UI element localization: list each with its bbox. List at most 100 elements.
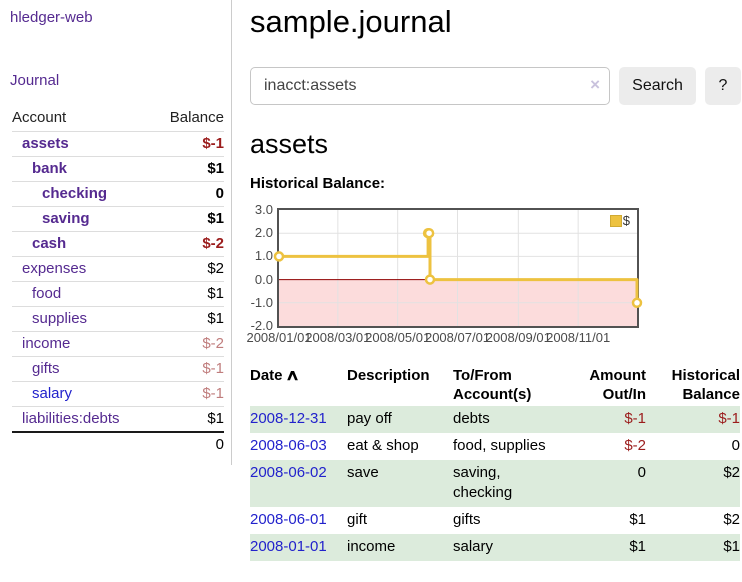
account-balance: $-2 xyxy=(202,335,224,352)
account-balance: $1 xyxy=(207,285,224,302)
search-input[interactable] xyxy=(250,67,610,105)
account-balance: $-1 xyxy=(202,385,224,402)
account-link-liabilities-debts[interactable]: liabilities:debts xyxy=(22,410,120,427)
transaction-description: gift xyxy=(347,511,368,528)
transaction-description: pay off xyxy=(347,410,392,427)
x-axis-tick-label: 2008/05/01 xyxy=(365,330,431,345)
y-axis-tick-label: 3.0 xyxy=(254,202,273,217)
sidebar: hledger-web Journal Account Balance asse… xyxy=(0,0,232,465)
x-axis-tick-label: 2008/11/01 xyxy=(546,330,611,345)
accounts-header-account: Account xyxy=(12,109,67,126)
transaction-amount: $-2 xyxy=(624,437,646,454)
account-row: expenses $2 xyxy=(12,256,224,282)
register-header-balance: Historical Balance xyxy=(671,367,740,403)
transaction-amount: 0 xyxy=(637,464,646,481)
help-button[interactable]: ? xyxy=(705,67,741,105)
transaction-description: save xyxy=(347,464,379,481)
account-row: assets $-1 xyxy=(12,131,224,157)
accounts-header-row: Account Balance xyxy=(12,106,224,132)
legend-swatch-icon xyxy=(609,214,622,227)
chart-legend: $ xyxy=(607,212,632,229)
account-balance: $-1 xyxy=(202,135,224,152)
transaction-date-link[interactable]: 2008-06-01 xyxy=(250,511,327,528)
account-row: liabilities:debts $1 xyxy=(12,406,224,433)
register-table: Date ∧ Description To/From Account(s) Amo… xyxy=(250,364,740,561)
accounts-total-row: 0 xyxy=(12,432,224,457)
transaction-balance: $2 xyxy=(723,464,740,481)
account-balance: $1 xyxy=(207,160,224,177)
transaction-accounts: food, supplies xyxy=(453,437,546,454)
chart-title: Historical Balance: xyxy=(250,175,386,192)
transaction-date-link[interactable]: 2008-06-02 xyxy=(250,464,327,481)
transaction-date-link[interactable]: 2008-06-03 xyxy=(250,437,327,454)
transaction-amount: $1 xyxy=(629,511,646,528)
transaction-balance: 0 xyxy=(731,437,740,454)
register-header-amount: Amount Out/In xyxy=(589,367,646,403)
transaction-accounts: gifts xyxy=(453,511,481,528)
register-header-date[interactable]: Date ∧ xyxy=(250,367,300,384)
transaction-balance: $-1 xyxy=(718,410,740,427)
account-link-assets[interactable]: assets xyxy=(22,135,69,152)
chart-plot-area xyxy=(273,208,643,328)
legend-label: $ xyxy=(622,213,630,228)
account-row: gifts $-1 xyxy=(12,356,224,382)
register-header-row: Date ∧ Description To/From Account(s) Amo… xyxy=(250,364,740,406)
account-link-food[interactable]: food xyxy=(32,285,62,302)
data-point xyxy=(273,251,285,262)
account-balance: $2 xyxy=(207,260,224,277)
accounts-balance-table: Account Balance assets $-1 bank $1 checking 0… xyxy=(12,106,224,457)
y-axis-tick-label: -1.0 xyxy=(250,294,273,310)
transaction-description: eat & shop xyxy=(347,437,419,454)
account-row: checking 0 xyxy=(12,181,224,207)
account-row: supplies $1 xyxy=(12,306,224,332)
x-axis-tick-label: 2008/07/01 xyxy=(424,330,491,345)
sort-ascending-icon: ∧ xyxy=(284,367,300,384)
data-point xyxy=(423,227,435,239)
register-row: 2008-01-01 income salary $1 $1 xyxy=(250,534,740,561)
historical-balance-chart: $ 3.0 2.0 1.0 0.0 -1.0 -2.0 2008/01/01 2008/03/… xyxy=(246,201,643,347)
search-button[interactable]: Search xyxy=(619,67,696,105)
register-row: 2008-06-03 eat & shop food, supplies $-2 0 xyxy=(250,433,740,460)
x-axis-tick-label: 2008/09/01 xyxy=(485,330,551,345)
account-link-checking[interactable]: checking xyxy=(42,185,108,202)
account-balance: $1 xyxy=(207,410,224,427)
y-axis-tick-label: 2.0 xyxy=(254,225,273,241)
transaction-balance: $1 xyxy=(723,538,740,555)
transaction-accounts: debts xyxy=(453,410,490,427)
account-link-income[interactable]: income xyxy=(22,335,71,352)
account-heading: assets xyxy=(250,129,329,159)
transaction-amount: $1 xyxy=(629,538,646,555)
account-row: saving $1 xyxy=(12,206,224,232)
transaction-date-link[interactable]: 2008-12-31 xyxy=(250,410,327,427)
account-balance: $-1 xyxy=(202,360,224,377)
account-link-salary[interactable]: salary xyxy=(32,385,73,402)
data-point xyxy=(424,274,436,285)
main-content: sample.journal × Search ? assets Histori… xyxy=(246,0,742,561)
account-link-expenses[interactable]: expenses xyxy=(22,260,87,277)
account-link-bank[interactable]: bank xyxy=(32,160,68,177)
x-axis-tick-label: 2008/01/01 xyxy=(246,330,312,345)
register-row: 2008-12-31 pay off debts $-1 $-1 xyxy=(250,406,740,433)
register-row: 2008-06-01 gift gifts $1 $2 xyxy=(250,507,740,534)
account-balance: $1 xyxy=(207,310,224,327)
transaction-balance: $2 xyxy=(723,511,740,528)
account-row: cash $-2 xyxy=(12,231,224,257)
account-row: income $-2 xyxy=(12,331,224,357)
account-link-cash[interactable]: cash xyxy=(32,235,67,252)
account-link-saving[interactable]: saving xyxy=(42,210,90,227)
sidebar-item-journal[interactable]: Journal xyxy=(10,72,60,89)
app-title-link[interactable]: hledger-web xyxy=(10,9,93,26)
transaction-amount: $-1 xyxy=(624,410,646,427)
clear-search-icon[interactable]: × xyxy=(590,75,600,94)
transaction-date-link[interactable]: 2008-01-01 xyxy=(250,538,327,555)
search-bar: × Search ? xyxy=(250,67,742,105)
account-row: salary $-1 xyxy=(12,381,224,407)
account-link-gifts[interactable]: gifts xyxy=(32,360,60,377)
account-link-supplies[interactable]: supplies xyxy=(32,310,88,327)
account-row: bank $1 xyxy=(12,156,224,182)
accounts-header-balance: Balance xyxy=(169,109,224,126)
chart-canvas xyxy=(273,210,643,326)
data-point xyxy=(631,297,643,309)
y-axis-tick-label: 1.0 xyxy=(254,248,273,264)
account-balance: $1 xyxy=(207,210,224,227)
